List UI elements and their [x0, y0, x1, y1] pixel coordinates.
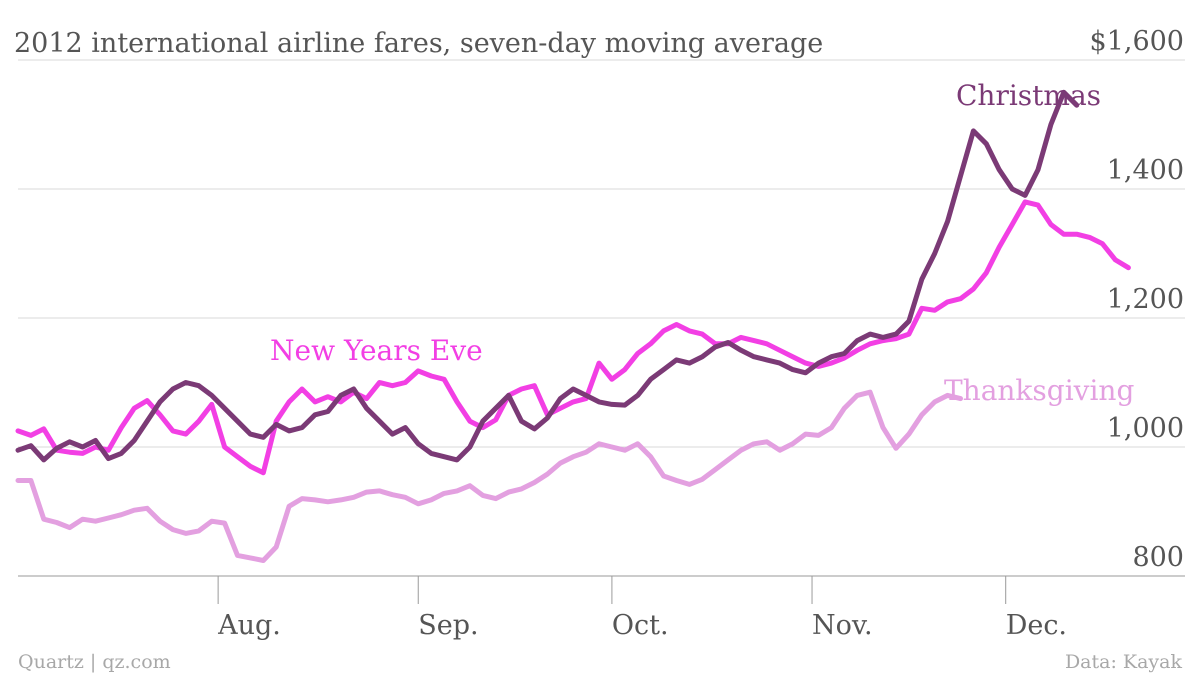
y-axis-ticks: $1,600 1,400 1,200 1,000 800: [1090, 26, 1184, 573]
y-tick-label: $1,600: [1090, 26, 1184, 57]
y-tick-label: 800: [1132, 542, 1184, 573]
y-tick-label: 1,000: [1107, 413, 1184, 444]
x-axis-ticks: Aug. Sep. Oct. Nov. Dec.: [217, 576, 1067, 641]
series-label-christmas: Christmas: [956, 79, 1101, 112]
series-label-thanksgiving: Thanksgiving: [944, 374, 1134, 407]
x-tick-label: Oct.: [612, 610, 669, 641]
series-label-new-years-eve: New Years Eve: [270, 334, 483, 367]
gridlines: [18, 59, 1185, 448]
x-tick-label: Sep.: [418, 610, 478, 641]
x-tick-label: Nov.: [812, 610, 873, 641]
source-credit-left: Quartz | qz.com: [18, 651, 171, 673]
chart-title: 2012 international airline fares, seven-…: [14, 28, 823, 59]
x-tick-label: Aug.: [217, 610, 281, 641]
source-credit-right: Data: Kayak: [1065, 651, 1183, 673]
y-tick-label: 1,200: [1107, 284, 1184, 315]
x-tick-label: Dec.: [1006, 610, 1067, 641]
series-line-christmas: [15, 89, 1080, 463]
series-line-thanksgiving: [15, 389, 963, 563]
series-line-new-years-eve: [15, 199, 1131, 476]
series-lines: [15, 89, 1131, 563]
y-tick-label: 1,400: [1107, 155, 1184, 186]
